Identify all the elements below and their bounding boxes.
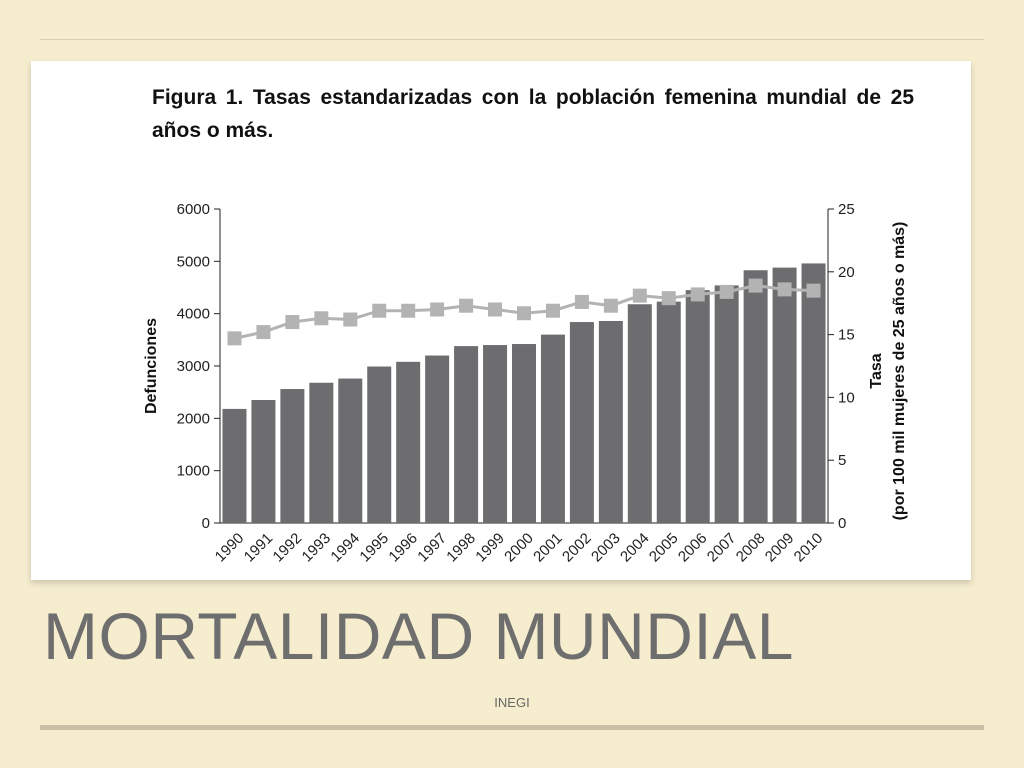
bar-defunciones-1996 xyxy=(396,361,421,523)
left-tick-label: 0 xyxy=(202,515,210,532)
marker-tasa-2000 xyxy=(517,306,531,321)
figure-caption: Figura 1. Tasas estandarizadas con la po… xyxy=(152,86,914,142)
right-tick-label: 10 xyxy=(838,389,855,406)
x-tick-label: 2009 xyxy=(762,530,798,566)
bottom-rule xyxy=(40,725,984,730)
left-tick-label: 2000 xyxy=(177,410,210,427)
left-tick-label: 6000 xyxy=(177,201,210,218)
x-tick-label: 1996 xyxy=(385,530,421,566)
footer-source: INEGI xyxy=(494,695,530,710)
bar-defunciones-2009 xyxy=(772,267,797,523)
x-tick-label: 2006 xyxy=(675,530,711,566)
bar-defunciones-1990 xyxy=(222,408,247,523)
marker-tasa-2005 xyxy=(661,291,676,306)
x-tick-label: 1997 xyxy=(414,530,450,566)
bar-defunciones-1998 xyxy=(454,346,479,523)
bar-defunciones-1994 xyxy=(338,378,363,523)
x-tick-label: 2008 xyxy=(733,530,769,566)
bar-defunciones-1992 xyxy=(280,389,305,523)
bar-defunciones-2000 xyxy=(512,344,536,523)
figure-card: Figura 1. Tasas estandarizadas con la po… xyxy=(31,61,971,580)
marker-tasa-2004 xyxy=(632,288,647,303)
x-tick-label: 1998 xyxy=(443,530,479,566)
marker-tasa-1997 xyxy=(430,302,445,317)
marker-tasa-2006 xyxy=(690,287,705,302)
right-axis-title-line1: Tasa xyxy=(868,353,885,388)
right-tick-label: 5 xyxy=(838,452,846,469)
x-tick-label: 1993 xyxy=(299,530,335,566)
top-rule xyxy=(40,39,984,40)
marker-tasa-1996 xyxy=(401,303,416,318)
x-tick-label: 2007 xyxy=(704,530,740,566)
x-tick-label: 2010 xyxy=(791,530,827,566)
left-tick-label: 3000 xyxy=(177,358,210,375)
marker-tasa-2002 xyxy=(574,294,589,309)
marker-tasa-1994 xyxy=(343,312,358,327)
x-tick-label: 1994 xyxy=(327,530,363,566)
marker-tasa-1998 xyxy=(459,298,474,313)
marker-tasa-1990 xyxy=(227,331,242,346)
right-tick-label: 25 xyxy=(838,201,855,218)
left-tick-label: 4000 xyxy=(177,306,210,323)
bar-defunciones-2006 xyxy=(685,290,710,523)
combo-chart: 0100020003000400050006000051015202519901… xyxy=(143,201,908,566)
marker-tasa-2010 xyxy=(806,283,821,298)
marker-tasa-2008 xyxy=(748,278,763,293)
bar-defunciones-2004 xyxy=(627,304,652,523)
x-tick-label: 1992 xyxy=(270,530,306,566)
right-tick-label: 0 xyxy=(838,515,846,532)
marker-tasa-2009 xyxy=(777,282,792,297)
right-tick-label: 20 xyxy=(838,264,855,281)
x-tick-label: 2004 xyxy=(617,530,653,566)
x-tick-label: 2002 xyxy=(559,530,595,566)
marker-tasa-1999 xyxy=(488,302,503,317)
marker-tasa-1991 xyxy=(256,325,271,340)
x-tick-label: 2005 xyxy=(646,530,682,566)
bar-defunciones-2001 xyxy=(540,334,565,523)
left-tick-label: 1000 xyxy=(177,463,210,480)
x-tick-label: 2001 xyxy=(530,530,566,566)
right-tick-label: 15 xyxy=(838,327,855,344)
bar-defunciones-2008 xyxy=(743,270,768,523)
x-tick-label: 1990 xyxy=(212,530,248,566)
x-tick-label: 2000 xyxy=(501,530,537,566)
marker-tasa-2003 xyxy=(603,298,618,313)
x-tick-label: 1995 xyxy=(356,530,392,566)
bar-defunciones-2002 xyxy=(569,322,594,523)
slide-title: MORTALIDAD MUNDIAL xyxy=(43,599,794,673)
marker-tasa-1995 xyxy=(372,303,387,318)
bar-defunciones-2003 xyxy=(598,320,623,523)
bar-defunciones-2007 xyxy=(714,285,739,523)
marker-tasa-1992 xyxy=(285,315,300,330)
left-tick-label: 5000 xyxy=(177,253,210,270)
bar-defunciones-2010 xyxy=(801,263,826,523)
bar-defunciones-1999 xyxy=(483,345,508,523)
marker-tasa-1993 xyxy=(314,311,329,326)
bar-defunciones-1997 xyxy=(425,355,450,523)
x-tick-label: 1991 xyxy=(241,530,277,566)
bar-defunciones-1995 xyxy=(367,366,392,523)
bar-defunciones-2005 xyxy=(656,301,681,523)
marker-tasa-2007 xyxy=(719,284,734,299)
bar-defunciones-1991 xyxy=(251,400,276,523)
x-tick-label: 1999 xyxy=(472,530,508,566)
marker-tasa-2001 xyxy=(545,303,560,318)
left-axis-title: Defunciones xyxy=(143,318,160,414)
right-axis-title-line2: (por 100 mil mujeres de 25 años o más) xyxy=(891,222,908,521)
x-tick-label: 2003 xyxy=(588,530,624,566)
bar-defunciones-1993 xyxy=(309,382,334,523)
